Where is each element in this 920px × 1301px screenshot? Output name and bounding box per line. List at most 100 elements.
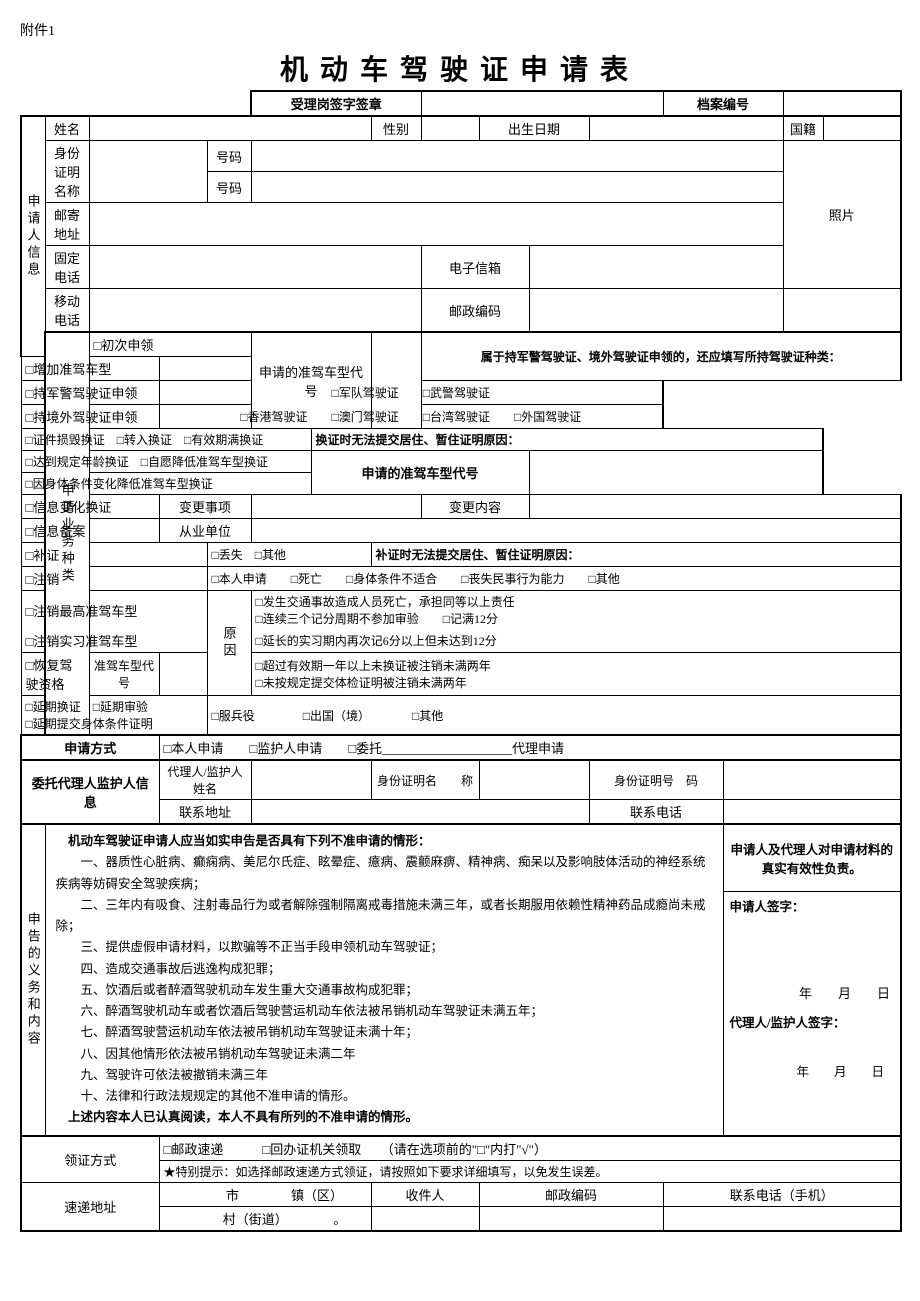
biz-cancel-intern[interactable]: □注销实习准驾车型 [21,629,207,653]
accept-sign-field[interactable] [421,91,663,116]
agent-idname-field[interactable] [479,760,589,800]
biz-cancel-top[interactable]: □注销最高准驾车型 [21,591,207,630]
reason-label: 原因 [207,591,251,696]
biz-military[interactable]: □持军警驾驶证申领 [21,381,159,405]
postcode2-label: 邮政编码 [479,1182,663,1206]
sex-field[interactable] [421,116,479,141]
sex-label: 性别 [371,116,421,141]
change-item-label: 变更事项 [159,495,251,519]
agent-phone-label: 联系电话 [589,800,723,825]
photo-box: 照片 [783,141,901,289]
biz-damage[interactable]: □证件损毁换证 □转入换证 □有效期满换证 [21,429,311,451]
region-lic-opts[interactable]: □香港驾驶证 □澳门驾驶证 □台湾驾驶证 □外国驾驶证 [159,405,663,429]
nationality-field[interactable] [823,116,901,141]
biz-age[interactable]: □达到规定年龄换证 □自愿降低准驾车型换证 [21,451,311,473]
nationality-label: 国籍 [783,116,823,141]
postcode-field[interactable] [529,289,783,333]
id-name-field[interactable] [89,141,207,203]
declare-section: 申告的义务和内容 [21,824,45,1136]
id-no-field-2[interactable] [251,172,783,203]
agent-idno-field[interactable] [723,760,901,800]
fixed-phone-field[interactable] [89,246,421,289]
code-field[interactable] [159,653,207,696]
postcode-label: 邮政编码 [421,289,529,333]
pickup-tip: ★特别提示：如选择邮政速递方式领证，请按照如下要求详细填写，以免发生误差。 [159,1160,901,1182]
biz-record[interactable]: □信息备案 [21,519,159,543]
name-label: 姓名 [45,116,89,141]
agent-phone-field[interactable] [723,800,901,825]
dob-field[interactable] [589,116,783,141]
change-content-field[interactable] [529,495,901,519]
phone2-field[interactable] [663,1206,901,1231]
id-no-label-1: 号码 [207,141,251,172]
method-label: 申请方式 [21,735,159,760]
form-title: 机动车驾驶证申请表 [20,48,900,88]
biz-first[interactable]: □初次申领 [89,332,251,357]
biz-restore[interactable]: □恢复驾驶资格 [21,653,89,696]
biz-info-change[interactable]: □信息变化换证 [21,495,159,519]
apply-code2-field[interactable] [529,451,823,495]
mobile-label: 移动电话 [45,289,89,333]
change-item-field[interactable] [251,495,421,519]
cancel-opts[interactable]: □本人申请 □死亡 □身体条件不适合 □丧失民事行为能力 □其他 [207,567,901,591]
biz-delay[interactable]: □延期换证 □延期审验□延期提交身体条件证明 [21,696,207,736]
declare-body: 机动车驾驶证申请人应当如实申告是否具有下列不准申请的情形： 一、器质性心脏病、癫… [45,824,723,1136]
city-town[interactable]: 市 镇（区） [159,1182,371,1206]
name-field[interactable] [89,116,371,141]
apply-code2-label: 申请的准驾车型代号 [311,451,529,495]
agent-idname-label: 身份证明名 称 [371,760,479,800]
biz-cancel[interactable]: □注销 [21,567,207,591]
accept-sign-label: 受理岗签字签章 [251,91,421,116]
recipient-label: 收件人 [371,1182,479,1206]
agent-name-label: 代理人/监护人姓名 [159,760,251,800]
pickup-label: 领证方式 [21,1136,159,1183]
sign-date-1[interactable]: 年 月 日 [723,976,901,1008]
r3[interactable]: □延长的实习期内再次记6分以上但未达到12分 [251,629,901,653]
replace-reason: 换证时无法提交居住、暂住证明原因： [311,429,823,451]
r1[interactable]: □发生交通事故造成人员死亡，承担同等以上责任□连续三个记分周期不参加审验 □记满… [251,591,901,630]
file-no-field[interactable] [783,91,901,116]
recipient-field[interactable] [371,1206,479,1231]
biz-add[interactable]: □增加准驾车型 [21,357,159,381]
village-field[interactable]: 村（街道） 。 [159,1206,371,1231]
file-no-label: 档案编号 [663,91,783,116]
biz-overseas[interactable]: □持境外驾驶证申领 [21,405,159,429]
biz-body[interactable]: □因身体条件变化降低准驾车型换证 [21,473,311,495]
postcode2-field[interactable] [479,1206,663,1231]
agent-idno-label: 身份证明号 码 [589,760,723,800]
mail-addr-label: 邮寄地址 [45,203,89,246]
method-opts[interactable]: □本人申请 □监护人申请 □委托____________________代理申请 [159,735,901,760]
agent-label: 委托代理人监护人信息 [21,760,159,824]
agent-addr-field[interactable] [251,800,589,825]
applicant-section: 申请人信息 [21,116,45,357]
reissue-opts[interactable]: □丢失 □其他 [207,543,371,567]
agent-sign[interactable]: 代理人/监护人签字：年 月 日 [723,1008,901,1135]
applicant-sign[interactable]: 申请人签字： [723,891,901,976]
attachment-label: 附件1 [20,20,900,40]
extra-note: 属于持军警驾驶证、境外驾驶证申领的，还应填写所持驾驶证种类： [421,332,901,381]
email-label: 电子信箱 [421,246,529,289]
phone2-label: 联系电话（手机） [663,1182,901,1206]
r45[interactable]: □超过有效期一年以上未换证被注销未满两年□未按规定提交体检证明被注销未满两年 [251,653,901,696]
delay-opts[interactable]: □服兵役 □出国（境） □其他 [207,696,901,736]
work-unit-label: 从业单位 [159,519,251,543]
sig-header: 申请人及代理人对申请材料的真实有效性负责。 [723,824,901,891]
work-unit-field[interactable] [251,519,901,543]
mail-addr-field[interactable] [89,203,783,246]
main-form-table: 受理岗签字签章 档案编号 申请人信息 姓名 性别 出生日期 国籍 身份证明名称 … [20,90,902,1232]
dob-label: 出生日期 [479,116,589,141]
reissue-reason: 补证时无法提交居住、暂住证明原因： [371,543,901,567]
email-field[interactable] [529,246,783,289]
pickup-opts[interactable]: □邮政速递 □回办证机关领取 （请在选项前的"□"内打"√"） [159,1136,901,1161]
mil-lic-opts[interactable]: □军队驾驶证 □武警驾驶证 [159,381,663,405]
agent-addr-label: 联系地址 [159,800,251,825]
change-content-label: 变更内容 [421,495,529,519]
code-label: 准驾车型代号 [89,653,159,696]
id-no-field-1[interactable] [251,141,783,172]
agent-name-field[interactable] [251,760,371,800]
id-no-label-2: 号码 [207,172,251,203]
id-name-label: 身份证明名称 [45,141,89,203]
biz-reissue[interactable]: □补证 [21,543,207,567]
fixed-phone-label: 固定电话 [45,246,89,289]
mobile-field[interactable] [89,289,421,333]
